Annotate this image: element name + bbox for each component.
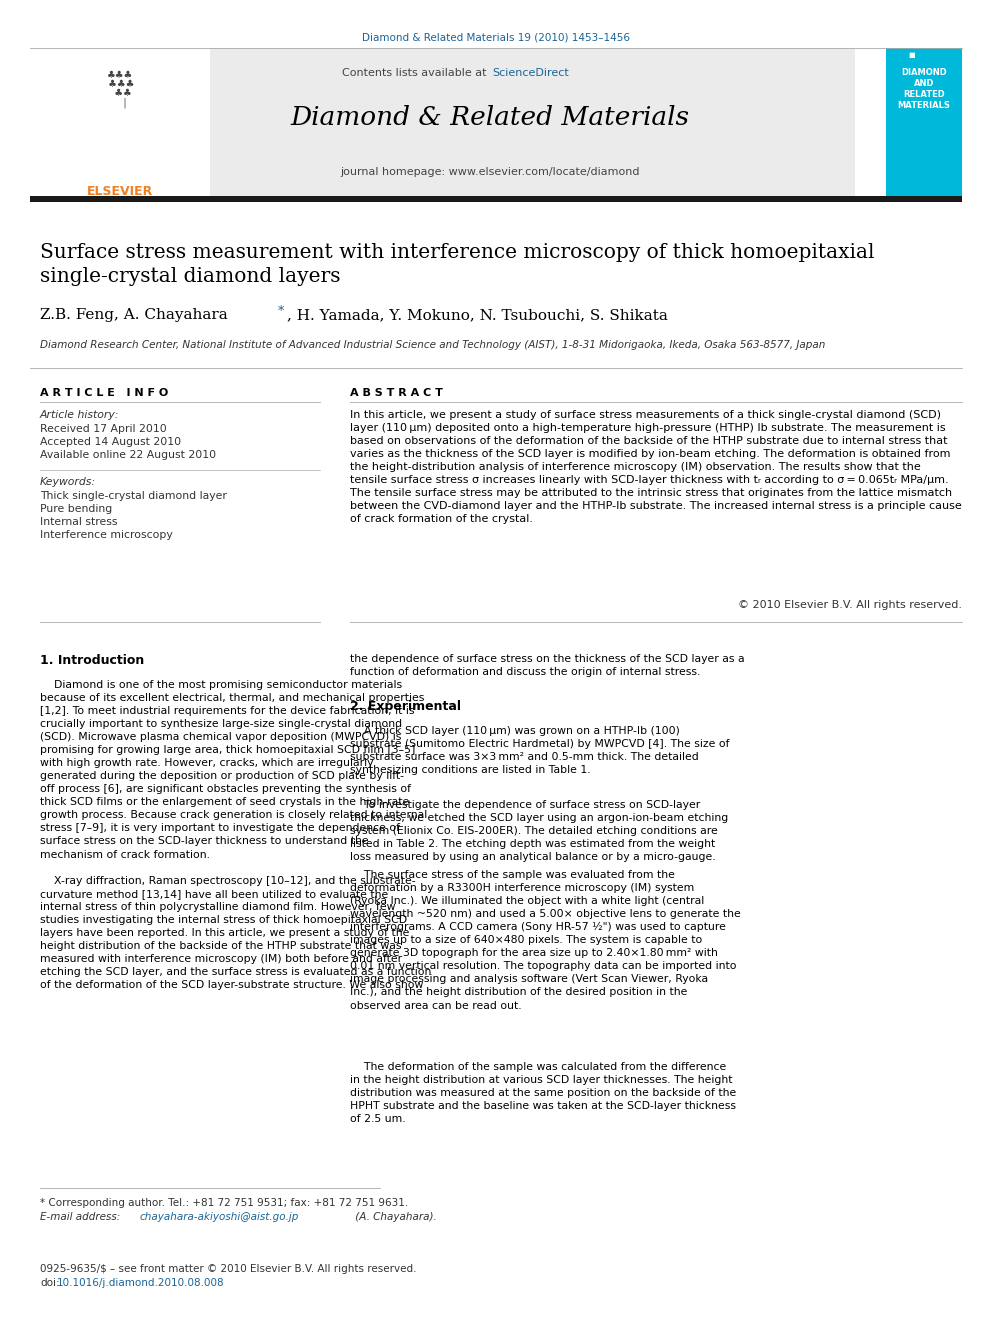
Text: A thick SCD layer (110 μm) was grown on a HTHP-Ib (100)
substrate (Sumitomo Elec: A thick SCD layer (110 μm) was grown on … [350,726,729,775]
Bar [30,48,855,196]
Text: Diamond & Related Materials 19 (2010) 1453–1456: Diamond & Related Materials 19 (2010) 14… [362,32,630,42]
Text: © 2010 Elsevier B.V. All rights reserved.: © 2010 Elsevier B.V. All rights reserved… [738,601,962,610]
Text: To investigate the dependence of surface stress on SCD-layer
thickness, we etche: To investigate the dependence of surface… [350,800,728,863]
Text: Received 17 April 2010: Received 17 April 2010 [40,423,167,434]
Text: Article history:: Article history: [40,410,119,419]
Text: , H. Yamada, Y. Mokuno, N. Tsubouchi, S. Shikata: , H. Yamada, Y. Mokuno, N. Tsubouchi, S.… [287,308,668,321]
Text: journal homepage: www.elsevier.com/locate/diamond: journal homepage: www.elsevier.com/locat… [340,167,640,177]
Bar [30,48,210,196]
Text: Thick single-crystal diamond layer: Thick single-crystal diamond layer [40,491,227,501]
Text: 1. Introduction: 1. Introduction [40,654,144,667]
Text: 0925-9635/$ – see front matter © 2010 Elsevier B.V. All rights reserved.: 0925-9635/$ – see front matter © 2010 El… [40,1263,417,1274]
Text: chayahara-akiyoshi@aist.go.jp: chayahara-akiyoshi@aist.go.jp [140,1212,300,1222]
Text: Keywords:: Keywords: [40,478,96,487]
Text: In this article, we present a study of surface stress measurements of a thick si: In this article, we present a study of s… [350,410,962,524]
Text: ■: ■ [908,52,915,58]
Text: DIAMOND
AND
RELATED
MATERIALS: DIAMOND AND RELATED MATERIALS [898,67,950,110]
Text: A B S T R A C T: A B S T R A C T [350,388,442,398]
Text: (A. Chayahara).: (A. Chayahara). [352,1212,436,1222]
Text: * Corresponding author. Tel.: +81 72 751 9531; fax: +81 72 751 9631.: * Corresponding author. Tel.: +81 72 751… [40,1199,409,1208]
Text: Interference microscopy: Interference microscopy [40,531,173,540]
Text: Diamond Research Center, National Institute of Advanced Industrial Science and T: Diamond Research Center, National Instit… [40,340,825,351]
Text: Diamond is one of the most promising semiconductor materials
because of its exce: Diamond is one of the most promising sem… [40,680,428,860]
Text: X-ray diffraction, Raman spectroscopy [10–12], and the substrate-
curvature meth: X-ray diffraction, Raman spectroscopy [1… [40,876,432,991]
Text: Diamond & Related Materials: Diamond & Related Materials [291,105,689,130]
Text: ScienceDirect: ScienceDirect [492,67,568,78]
Text: 2. Experimental: 2. Experimental [350,700,461,713]
Text: 10.1016/j.diamond.2010.08.008: 10.1016/j.diamond.2010.08.008 [57,1278,224,1289]
Text: The surface stress of the sample was evaluated from the
deformation by a R3300H : The surface stress of the sample was eva… [350,871,741,1011]
Text: Surface stress measurement with interference microscopy of thick homoepitaxial
s: Surface stress measurement with interfer… [40,243,875,286]
Text: Available online 22 August 2010: Available online 22 August 2010 [40,450,216,460]
Text: Contents lists available at: Contents lists available at [342,67,490,78]
Text: ELSEVIER: ELSEVIER [87,185,153,198]
Text: *: * [278,306,285,318]
Text: the dependence of surface stress on the thickness of the SCD layer as a
function: the dependence of surface stress on the … [350,654,745,677]
Text: Z.B. Feng, A. Chayahara: Z.B. Feng, A. Chayahara [40,308,233,321]
Text: E-mail address:: E-mail address: [40,1212,123,1222]
Text: Internal stress: Internal stress [40,517,117,527]
Bar [30,196,962,202]
Text: ♣♣♣
 ♣♣♣
  ♣♣
   |: ♣♣♣ ♣♣♣ ♣♣ | [105,70,135,108]
Bar [886,48,962,196]
Text: doi:: doi: [40,1278,60,1289]
Text: Accepted 14 August 2010: Accepted 14 August 2010 [40,437,182,447]
Text: The deformation of the sample was calculated from the difference
in the height d: The deformation of the sample was calcul… [350,1062,736,1125]
Text: A R T I C L E   I N F O: A R T I C L E I N F O [40,388,169,398]
Text: Pure bending: Pure bending [40,504,112,515]
